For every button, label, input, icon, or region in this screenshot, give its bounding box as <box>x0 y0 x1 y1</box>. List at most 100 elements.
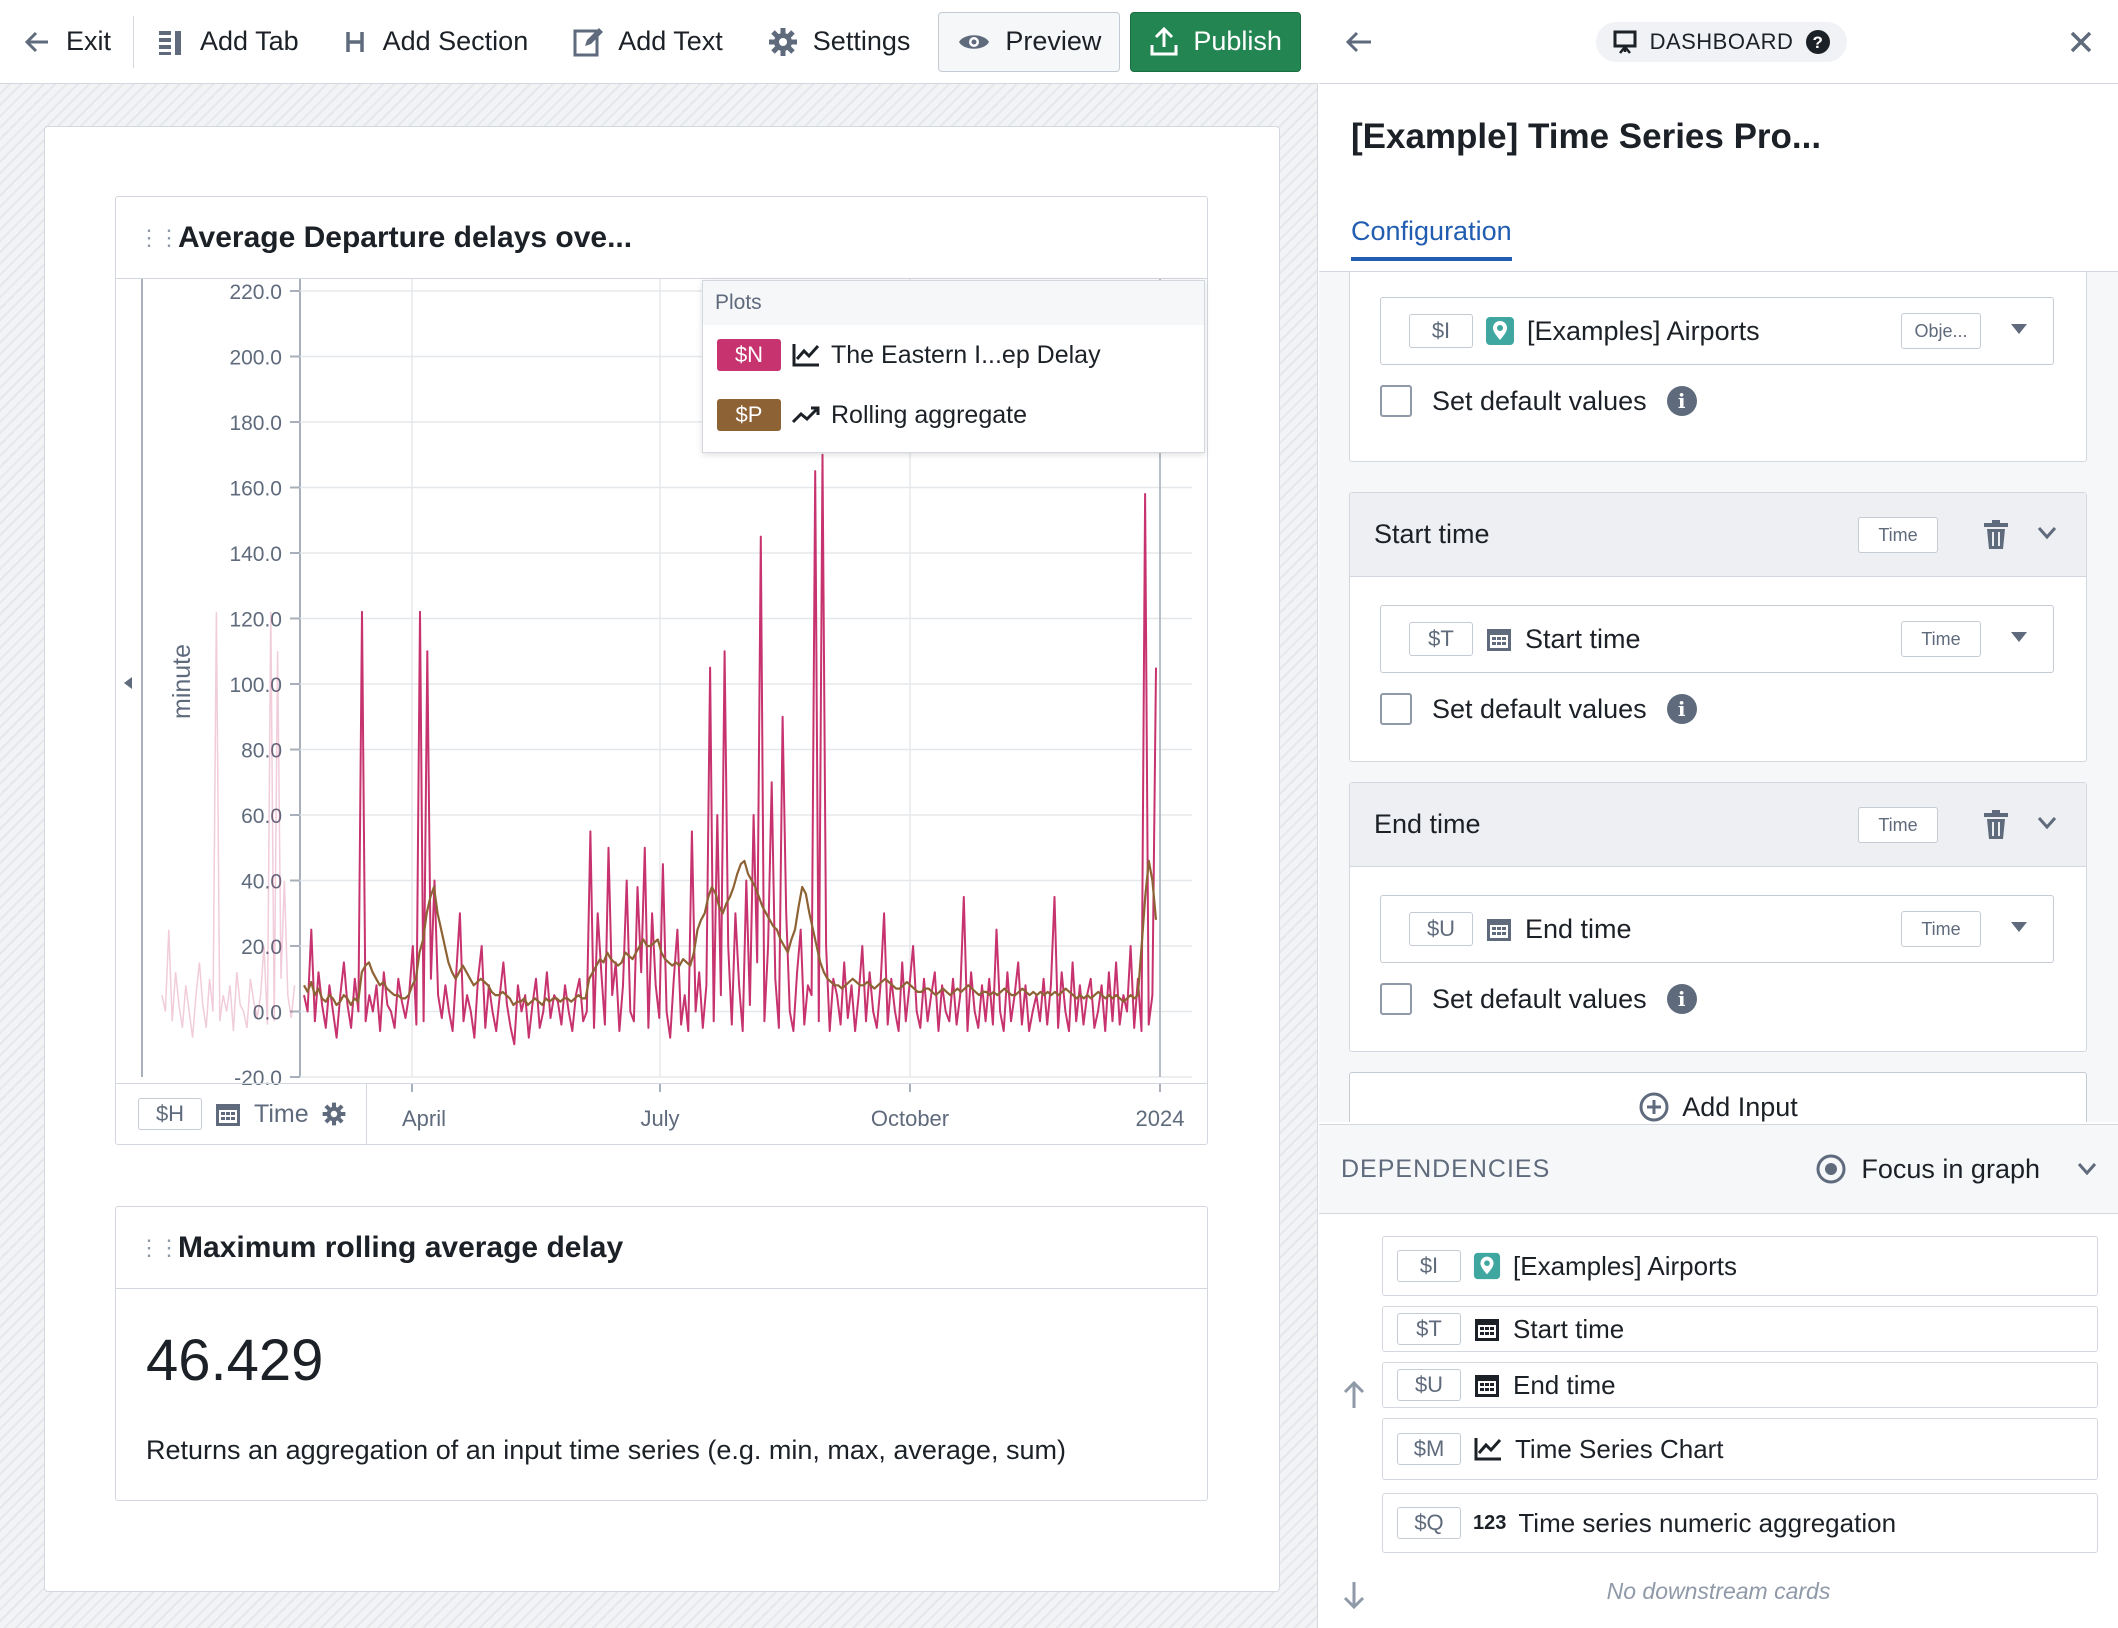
x-axis-divider <box>366 1084 367 1144</box>
help-icon[interactable]: ? <box>1805 29 1831 55</box>
x-axis-ticks: April July October 2024 <box>402 1084 1185 1131</box>
input-variable-tag: $T <box>1409 622 1473 656</box>
chevron-down-icon[interactable] <box>2076 1161 2098 1177</box>
collapse-arrow-icon[interactable] <box>124 677 132 689</box>
y-tick-label: 160.0 <box>229 478 282 501</box>
start-time-field[interactable]: $T Start time Time <box>1380 605 2054 673</box>
dependency-item[interactable]: $T Start time <box>1382 1306 2098 1352</box>
series-variable-tag: $N <box>717 339 781 371</box>
dependency-item[interactable]: $U End time <box>1382 1362 2098 1408</box>
preview-button[interactable]: Preview <box>938 11 1121 72</box>
settings-button[interactable]: Settings <box>745 0 933 84</box>
y-tick-label: 40.0 <box>241 871 282 894</box>
target-icon <box>1815 1153 1847 1185</box>
add-section-label: Add Section <box>382 26 529 56</box>
close-icon[interactable] <box>2068 29 2094 55</box>
drag-handle-icon[interactable]: ⋮⋮ <box>138 1234 180 1260</box>
dependency-item[interactable]: $I [Examples] Airports <box>1382 1236 2098 1296</box>
chart-series <box>161 453 1158 1046</box>
caret-down-icon[interactable] <box>2009 322 2029 336</box>
dependency-variable-tag: $Q <box>1397 1507 1461 1539</box>
panel-header: DASHBOARD ? <box>1319 0 2118 84</box>
dependency-item[interactable]: $M Time Series Chart <box>1382 1418 2098 1480</box>
trend-icon <box>791 402 821 428</box>
set-default-values-checkbox[interactable]: Set default values i <box>1380 385 1697 417</box>
calendar-icon <box>1485 915 1513 943</box>
end-time-input-section: End time Time $U End time Time Set defau… <box>1349 782 2087 1052</box>
numeric-icon: 123 <box>1473 1511 1507 1534</box>
end-time-header[interactable]: End time Time <box>1350 783 2086 867</box>
section-title: End time <box>1374 809 1481 839</box>
y-tick-label: 20.0 <box>241 936 282 959</box>
chevron-down-icon[interactable] <box>2036 815 2058 831</box>
dependency-label: End time <box>1513 1369 1616 1400</box>
y-tick-label: 0.0 <box>253 1002 282 1025</box>
back-arrow-icon[interactable] <box>1343 27 1375 57</box>
info-icon[interactable]: i <box>1666 694 1697 724</box>
dependency-variable-tag: $T <box>1397 1313 1461 1345</box>
caret-down-icon[interactable] <box>2009 630 2029 644</box>
chart-x-axis-bar: $H Time April July October 2024 <box>116 1083 1207 1144</box>
focus-in-graph-toggle[interactable]: Focus in graph <box>1815 1153 2098 1185</box>
info-icon[interactable]: i <box>1666 386 1697 416</box>
x-tick-label: 2024 <box>1136 1106 1185 1131</box>
legend-label: The Eastern I...ep Delay <box>831 340 1101 369</box>
edit-icon <box>572 26 604 58</box>
drag-handle-icon[interactable]: ⋮⋮ <box>138 224 180 250</box>
add-input-button[interactable]: Add Input <box>1349 1072 2087 1122</box>
svg-text:?: ? <box>1813 33 1824 52</box>
object-input-field[interactable]: $I [Examples] Airports Obje... <box>1380 297 2054 365</box>
trash-icon[interactable] <box>1982 519 2010 551</box>
add-tab-button[interactable]: Add Tab <box>134 0 321 84</box>
info-icon[interactable]: i <box>1666 984 1697 1014</box>
presentation-icon <box>1612 29 1638 55</box>
eye-icon <box>957 30 991 54</box>
tab-configuration[interactable]: Configuration <box>1351 216 1512 261</box>
x-axis-label: Time <box>254 1099 309 1128</box>
checkbox-label: Set default values <box>1432 983 1647 1014</box>
legend-item-rolling-aggregate[interactable]: $P Rolling aggregate <box>703 385 1204 445</box>
exit-button[interactable]: Exit <box>0 0 133 84</box>
trash-icon[interactable] <box>1982 809 2010 841</box>
series-variable-tag: $P <box>717 399 781 431</box>
checkbox-label: Set default values <box>1432 385 1647 416</box>
arrow-up-icon <box>1341 1380 1367 1410</box>
calendar-icon <box>1473 1371 1501 1399</box>
input-type-badge: Time <box>1858 517 1938 553</box>
checkbox[interactable] <box>1380 385 1412 417</box>
set-default-values-checkbox[interactable]: Set default values i <box>1380 983 1697 1015</box>
object-input-label: [Examples] Airports <box>1527 315 1760 346</box>
set-default-values-checkbox[interactable]: Set default values i <box>1380 693 1697 725</box>
y-tick-label: 180.0 <box>229 412 282 435</box>
gear-icon <box>767 26 799 58</box>
chart-card-header: ⋮⋮ Average Departure delays ove... <box>116 197 1207 279</box>
x-axis-variable-tag[interactable]: $H <box>138 1098 202 1130</box>
settings-label: Settings <box>812 26 911 56</box>
input-type-badge: Time <box>1901 621 1981 657</box>
y-tick-label: 120.0 <box>229 609 282 632</box>
add-text-button[interactable]: Add Text <box>550 0 745 84</box>
x-tick-label: April <box>402 1106 446 1131</box>
add-section-button[interactable]: Add Section <box>321 0 551 84</box>
inputs-list: $I [Examples] Airports Obje... Set defau… <box>1319 272 2118 1122</box>
checkbox[interactable] <box>1380 693 1412 725</box>
end-time-field[interactable]: $U End time Time <box>1380 895 2054 963</box>
arrow-down-icon <box>1341 1580 1367 1610</box>
chevron-down-icon[interactable] <box>2036 525 2058 541</box>
preview-label: Preview <box>1005 26 1102 56</box>
dependency-variable-tag: $I <box>1397 1250 1461 1282</box>
chart-card-title: Average Departure delays ove... <box>178 220 633 254</box>
gear-icon[interactable] <box>321 1101 347 1127</box>
checkbox[interactable] <box>1380 983 1412 1015</box>
x-tick-label: July <box>640 1106 679 1131</box>
metric-card[interactable]: ⋮⋮ Maximum rolling average delay 46.429 … <box>115 1206 1208 1501</box>
dependency-label: Start time <box>1513 1313 1625 1344</box>
start-time-header[interactable]: Start time Time <box>1350 493 2086 577</box>
metric-description: Returns an aggregation of an input time … <box>146 1435 1066 1465</box>
legend-item-eastern-delay[interactable]: $N The Eastern I...ep Delay <box>703 325 1204 385</box>
dependencies-header[interactable]: DEPENDENCIES Focus in graph <box>1319 1124 2118 1214</box>
dependency-item[interactable]: $Q 123 Time series numeric aggregation <box>1382 1493 2098 1553</box>
publish-button[interactable]: Publish <box>1130 11 1301 72</box>
caret-down-icon[interactable] <box>2009 920 2029 934</box>
x-tick-label: October <box>871 1106 949 1131</box>
